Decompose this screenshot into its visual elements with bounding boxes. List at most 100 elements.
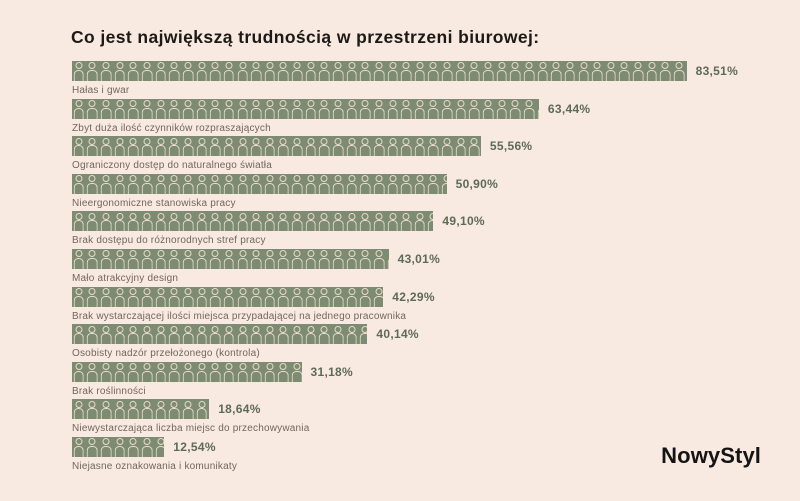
person-icon [236, 287, 250, 307]
person-icon [522, 61, 536, 81]
person-icon [304, 99, 318, 119]
person-icon [277, 136, 291, 156]
person-icon [509, 61, 523, 81]
person-icon [181, 61, 195, 81]
person-icon [454, 136, 468, 156]
person-icon [372, 249, 386, 269]
person-icon [345, 136, 359, 156]
person-icon [345, 287, 359, 307]
person-icon [86, 99, 100, 119]
person-icon [304, 249, 318, 269]
person-icon [99, 99, 113, 119]
bar-category-label: Zbyt duża ilość czynników rozpraszającyc… [72, 122, 271, 134]
person-icon [86, 437, 100, 457]
person-icon [86, 287, 100, 307]
bar-line: 40,14% [72, 324, 800, 345]
person-icon [509, 99, 523, 119]
person-icon [181, 362, 195, 382]
person-icon [413, 61, 427, 81]
person-icon [72, 399, 86, 419]
bar-value-label: 40,14% [376, 327, 419, 342]
person-icon [427, 61, 441, 81]
person-icon [72, 249, 86, 269]
person-icon [127, 324, 141, 344]
person-icon [222, 174, 236, 194]
person-icon [304, 61, 318, 81]
person-icon [154, 362, 168, 382]
bar-row: 83,51% Hałas i gwar [72, 61, 800, 99]
person-icon [399, 174, 413, 194]
bar-row: 50,90% Nieergonomiczne stanowiska pracy [72, 173, 800, 212]
person-icon [427, 136, 441, 156]
person-icon [304, 174, 318, 194]
person-icon [167, 399, 181, 419]
person-icon [72, 174, 86, 194]
person-icon [290, 61, 304, 81]
bar-row: 42,29% Brak wystarczającej ilości miejsca… [72, 286, 800, 325]
person-icon [72, 362, 86, 382]
person-icon [318, 61, 332, 81]
person-icon [304, 287, 318, 307]
person-icon [454, 61, 468, 81]
person-icon [318, 136, 332, 156]
person-icon [113, 287, 127, 307]
person-icon [72, 324, 86, 344]
person-icon [577, 61, 591, 81]
bar-line: 43,01% [72, 248, 800, 269]
bar-value-label: 31,18% [310, 364, 353, 379]
person-icon [99, 249, 113, 269]
person-icon [99, 61, 113, 81]
person-icon [331, 174, 345, 194]
person-icon [358, 174, 372, 194]
person-icon [195, 174, 209, 194]
person-icon [154, 174, 168, 194]
person-icon [167, 136, 181, 156]
person-icon [345, 324, 359, 344]
person-icon [195, 136, 209, 156]
person-icon [290, 324, 304, 344]
person-icon [236, 249, 250, 269]
person-icon [195, 249, 209, 269]
bar-line: 50,90% [72, 173, 800, 194]
person-icon [208, 324, 222, 344]
bar-line: 83,51% [72, 61, 800, 81]
bar-line: 31,18% [72, 361, 800, 382]
person-icon [181, 174, 195, 194]
bar-category-label: Niewystarczająca liczba miejsc do przech… [72, 423, 310, 435]
person-icon [290, 211, 304, 231]
person-icon [113, 136, 127, 156]
person-icon [399, 211, 413, 231]
person-icon [263, 174, 277, 194]
person-icon [127, 99, 141, 119]
person-icon [440, 136, 454, 156]
pictogram-bar [72, 173, 447, 194]
person-icon [427, 99, 441, 119]
person-icon [481, 99, 495, 119]
person-icon [659, 61, 673, 81]
person-icon [331, 61, 345, 81]
person-icon [236, 136, 250, 156]
chart-title: Co jest największą trudnością w przestrz… [71, 27, 540, 47]
person-icon [345, 99, 359, 119]
person-icon [208, 174, 222, 194]
person-icon [536, 61, 550, 81]
person-icon [249, 136, 263, 156]
person-icon [618, 61, 632, 81]
person-icon [277, 61, 291, 81]
person-icon [127, 399, 141, 419]
bar-category-label: Nieergonomiczne stanowiska pracy [72, 197, 236, 209]
person-icon [140, 362, 154, 382]
pictogram-bar [72, 211, 434, 232]
person-icon [318, 99, 332, 119]
pictogram-bar [72, 324, 368, 345]
person-icon [167, 324, 181, 344]
person-icon [208, 399, 209, 419]
person-icon [167, 99, 181, 119]
person-icon [222, 287, 236, 307]
bar-category-label: Osobisty nadzór przełożonego (kontrola) [72, 348, 260, 360]
bar-row: 49,10% Brak dostępu do różnorodnych stref… [72, 211, 800, 249]
person-icon [154, 399, 168, 419]
pictogram-bar [72, 248, 389, 269]
person-icon [181, 287, 195, 307]
person-icon [113, 324, 127, 344]
